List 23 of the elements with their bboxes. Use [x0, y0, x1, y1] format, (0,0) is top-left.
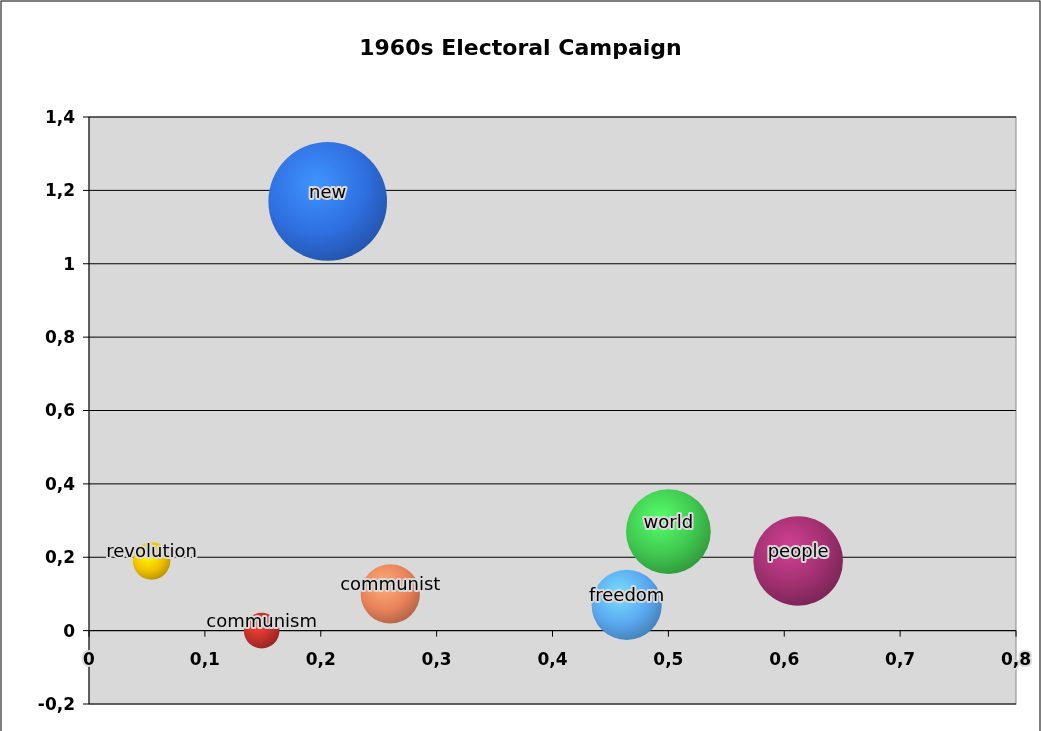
y-tick-label: 1,2	[44, 180, 75, 201]
chart-title: 1960s Electoral Campaign	[359, 35, 682, 60]
series-label: freedom	[588, 584, 665, 606]
y-tick-label: 0	[63, 620, 76, 641]
x-tick-label: 0,4	[537, 648, 568, 669]
series-label: new	[309, 180, 347, 202]
y-tick-label: 0,6	[44, 400, 75, 421]
x-tick-label: 0,2	[305, 648, 336, 669]
x-tick-label: 0,6	[769, 648, 800, 669]
y-tick-label: 0,8	[44, 327, 75, 348]
y-tick-label: 1	[63, 253, 75, 274]
x-tick-label: 0,1	[189, 648, 220, 669]
y-tick-label: 0,4	[44, 473, 76, 494]
series-label: people	[767, 540, 829, 562]
series-label: communist	[340, 573, 441, 595]
y-tick-label: 0,2	[44, 547, 75, 568]
x-tick-label: 0,3	[421, 648, 452, 669]
x-tick-label: 0,5	[653, 648, 684, 669]
y-tick-label: -0,2	[37, 693, 75, 714]
series-label: world	[643, 510, 694, 532]
x-tick-label: 0,7	[885, 648, 916, 669]
y-tick-label: 1,4	[44, 106, 76, 127]
x-tick-label: 0,8	[1000, 648, 1032, 669]
